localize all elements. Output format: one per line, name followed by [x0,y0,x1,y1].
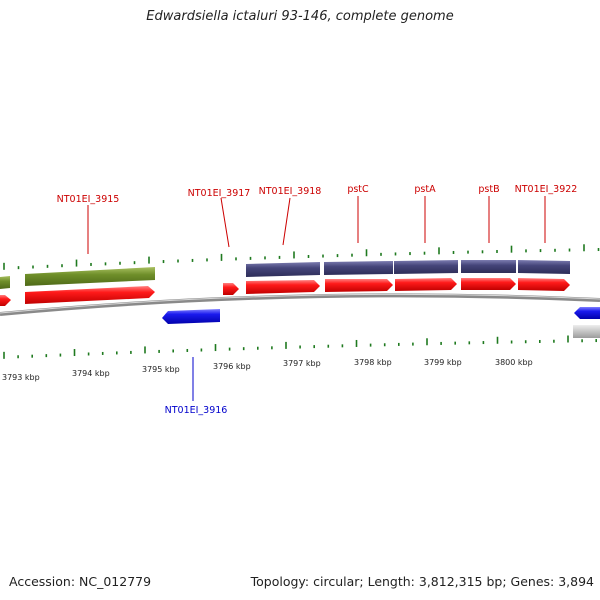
gene-label[interactable]: NT01EI_3915 [57,194,120,205]
gene-label[interactable]: pstA [414,184,436,195]
gene-arrow [0,295,11,306]
gene-arrow [395,278,457,291]
scale-label: 3800 kbp [495,358,533,367]
gene-arrow [325,279,393,292]
scale-labels: 3793 kbp 3794 kbp 3795 kbp 3796 kbp 3797… [2,358,533,382]
gene-arrow [25,286,155,304]
scale-label: 3793 kbp [2,373,40,382]
cds-feature [0,276,10,289]
scale-label: 3794 kbp [72,369,110,378]
upper-tick-ring [3,244,600,270]
gene-arrow [246,280,320,294]
cds-feature [518,260,570,274]
gene-label[interactable]: NT01EI_3918 [259,186,322,197]
gene-arrow [162,309,220,324]
gene-arrow [518,278,570,291]
leader-line [282,197,291,246]
leader-line [220,197,230,248]
cds-feature [461,260,516,273]
gene-label[interactable]: NT01EI_3922 [515,184,578,195]
gene-label[interactable]: NT01EI_3917 [188,188,251,199]
gene-arrow [223,283,239,295]
cds-feature [394,260,458,274]
gene-labels: NT01EI_3915 NT01EI_3917 NT01EI_3918 pstC… [57,184,578,416]
gene-label[interactable]: pstC [347,184,369,195]
gene-label[interactable]: pstB [478,184,499,195]
scale-label: 3799 kbp [424,358,462,367]
genome-backbone [0,293,600,316]
scale-label: 3795 kbp [142,365,180,374]
cds-feature [324,261,393,275]
gene-arrow [461,278,516,290]
scale-label: 3797 kbp [283,359,321,368]
topology-text: Topology: circular; Length: 3,812,315 bp… [250,574,594,589]
cds-feature [246,262,320,277]
accession-text: Accession: NC_012779 [9,574,152,589]
scale-label: 3796 kbp [213,362,251,371]
cds-feature [25,267,155,286]
gene-label[interactable]: NT01EI_3916 [165,405,228,416]
gene-arrow [574,307,600,319]
map-title: Edwardsiella ictaluri 93-146, complete g… [146,9,454,24]
forward-features [0,260,570,306]
genome-backbone-highlight [0,293,600,314]
label-leaders [87,196,546,401]
scale-tick-ring [3,335,598,359]
reverse-features [162,307,600,338]
cds-feature [573,325,600,338]
scale-label: 3798 kbp [354,358,392,367]
